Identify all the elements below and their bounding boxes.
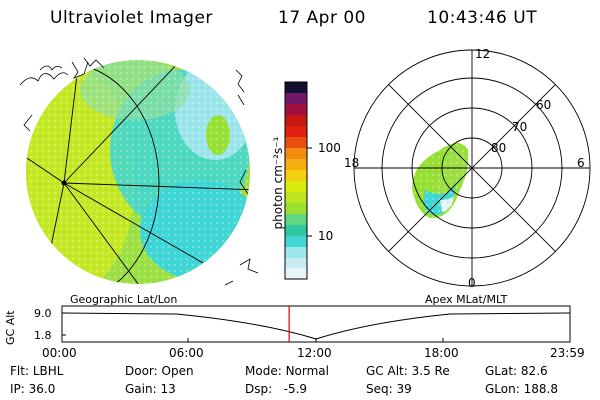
polar-label-0: 0	[468, 276, 476, 290]
timeline-xtick: 06:00	[169, 346, 204, 360]
status-gc-alt: GC Alt: 3.5 Re	[366, 364, 450, 378]
colorbar-unit-label: photon cm⁻²s⁻¹	[271, 136, 285, 230]
altitude-timeline	[61, 305, 571, 343]
timeline-axis-label: GC Alt	[4, 310, 17, 345]
app-title: Ultraviolet Imager	[50, 8, 213, 28]
polar-lat-80: 80	[491, 141, 507, 155]
timeline-ytick-low: 1.8	[34, 329, 52, 342]
status-gain: Gain: 13	[125, 382, 176, 396]
polar-label-12: 12	[475, 47, 491, 61]
caption-geographic: Geographic Lat/Lon	[70, 293, 178, 306]
timeline-xtick: 23:59	[550, 346, 585, 360]
status-glon: GLon: 188.8	[485, 382, 558, 396]
status-door: Door: Open	[125, 364, 194, 378]
time-label: 10:43:46 UT	[427, 8, 538, 28]
status-seq: Seq: 39	[366, 382, 412, 396]
status-dsp: Dsp: -5.9	[245, 382, 308, 396]
timeline-xtick: 12:00	[297, 346, 332, 360]
timeline-xtick: 18:00	[424, 346, 459, 360]
colorbar	[284, 81, 312, 280]
status-glat: GLat: 82.6	[485, 364, 548, 378]
geographic-image	[19, 57, 259, 286]
timeline-ytick-high: 9.0	[34, 307, 52, 320]
timeline-xtick: 00:00	[42, 346, 77, 360]
caption-apex: Apex MLat/MLT	[425, 293, 508, 306]
colorbar-tick-10: 10	[318, 229, 334, 243]
date-label: 17 Apr 00	[278, 8, 366, 28]
colorbar-tick-100: 100	[318, 141, 341, 155]
status-mode: Mode: Normal	[245, 364, 329, 378]
polar-lat-70: 70	[512, 120, 528, 134]
polar-label-6: 6	[577, 156, 585, 170]
status-ip: IP: 36.0	[10, 382, 56, 396]
status-flt: Flt: LBHL	[10, 364, 64, 378]
polar-label-18: 18	[344, 156, 360, 170]
polar-lat-60: 60	[536, 98, 552, 112]
polar-plot	[353, 49, 591, 287]
